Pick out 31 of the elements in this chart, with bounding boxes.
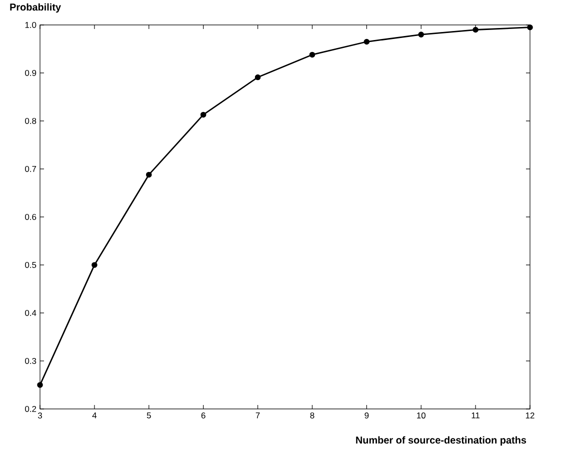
point — [418, 32, 424, 38]
point — [200, 112, 206, 118]
x-tick-label: 4 — [92, 412, 97, 418]
y-tick-label: 1.0 — [25, 22, 36, 28]
x-tick-label: 6 — [201, 412, 206, 418]
x-tick-label: 8 — [310, 412, 314, 418]
point — [37, 382, 43, 388]
point — [364, 38, 370, 45]
point — [254, 74, 261, 80]
y-tick-label: 0.3 — [25, 358, 36, 364]
point — [472, 26, 478, 33]
x-tick-label: 7 — [256, 412, 260, 418]
x-tick-label: 5 — [146, 412, 151, 418]
y-axis-title: Probability — [10, 3, 61, 13]
point — [527, 24, 533, 30]
y-tick-label: 0.4 — [25, 310, 36, 316]
y-tick-label: 0.6 — [25, 214, 36, 220]
y-tick-label: 0.9 — [25, 70, 36, 76]
x-tick-label: 11 — [472, 412, 480, 418]
point — [92, 262, 98, 268]
x-tick-label: 12 — [526, 412, 534, 418]
x-tick-label: 3 — [38, 412, 42, 418]
x-tick-label: 9 — [364, 412, 369, 418]
point — [146, 172, 152, 178]
point — [309, 52, 316, 58]
x-axis-title: Number of source-destination paths — [356, 436, 526, 446]
x-tick-label: 10 — [417, 412, 426, 418]
y-tick-label: 0.5 — [25, 262, 36, 268]
y-tick-label: 0.2 — [25, 406, 36, 412]
y-tick-label: 0.7 — [25, 166, 36, 172]
y-tick-label: 0.8 — [25, 118, 36, 124]
